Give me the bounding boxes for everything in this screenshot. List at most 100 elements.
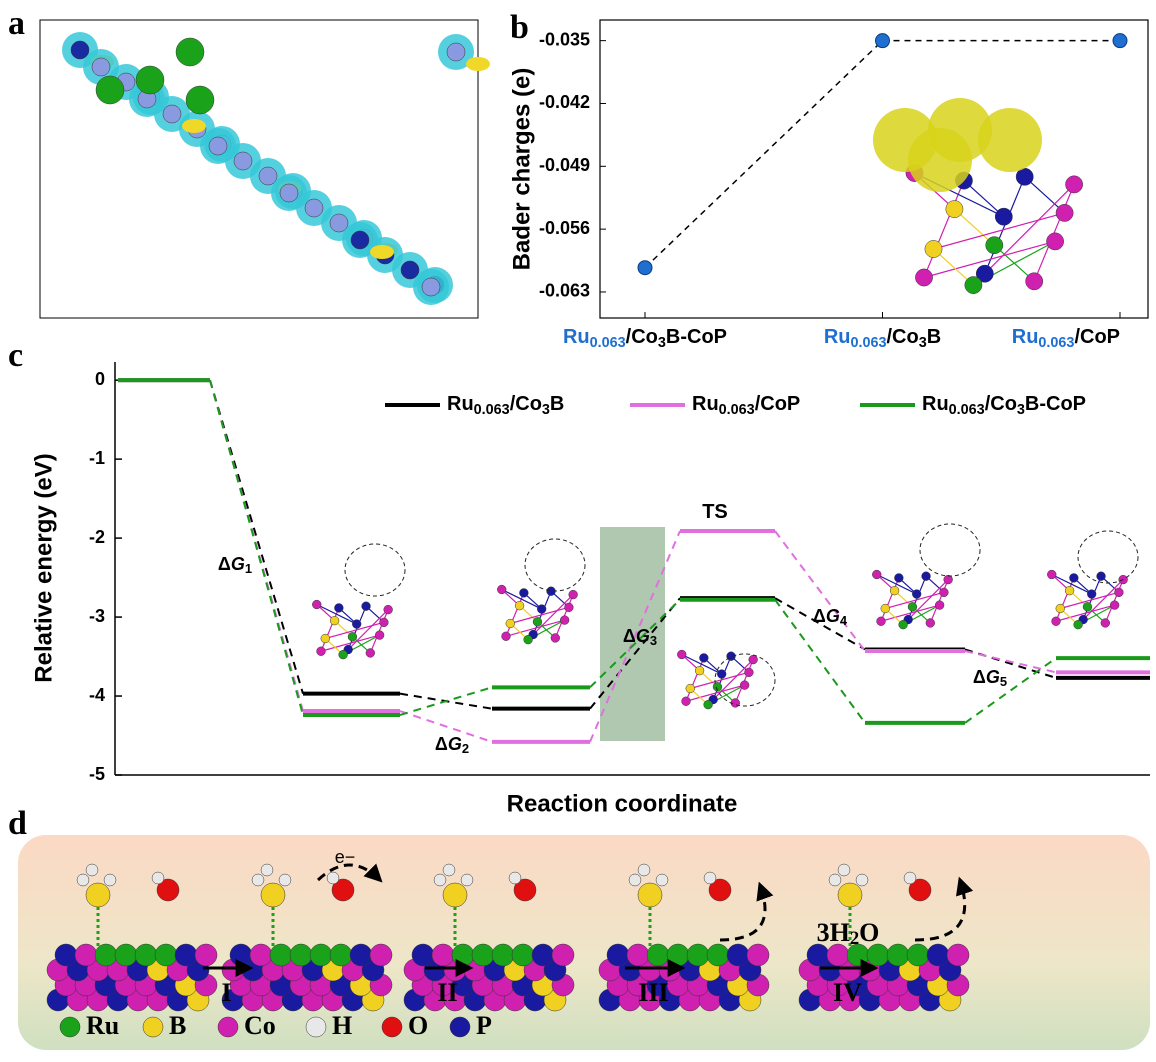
- atom: [904, 872, 916, 884]
- panel-label: d: [8, 805, 27, 842]
- atom: [152, 872, 164, 884]
- atom: [656, 874, 668, 886]
- atom: [1066, 176, 1083, 193]
- atom: [965, 277, 982, 294]
- connector: [400, 687, 492, 715]
- atom: [280, 184, 298, 202]
- atom: [629, 874, 641, 886]
- isosurface: [182, 119, 206, 133]
- atom: [310, 944, 332, 966]
- atom: [927, 944, 949, 966]
- atom: [627, 944, 649, 966]
- atom: [667, 944, 689, 966]
- atom: [104, 874, 116, 886]
- atom: [155, 944, 177, 966]
- inset-structure: [677, 650, 775, 709]
- atom: [1115, 588, 1124, 597]
- highlight-ring: [920, 524, 980, 576]
- panel-label: b: [510, 9, 529, 46]
- atom: [922, 572, 931, 581]
- atom: [986, 237, 1003, 254]
- atom: [912, 590, 921, 599]
- annotation: TS: [702, 501, 728, 523]
- atom: [230, 944, 252, 966]
- atom: [727, 944, 749, 966]
- atom: [321, 634, 330, 643]
- atom: [412, 944, 434, 966]
- atom: [731, 699, 740, 708]
- atom: [95, 944, 117, 966]
- y-tick-label: 0: [95, 369, 105, 389]
- atom: [995, 208, 1012, 225]
- atom: [447, 43, 465, 61]
- panel-b-frame: [600, 20, 1148, 318]
- highlight-ring: [525, 539, 585, 591]
- atom: [940, 588, 949, 597]
- inset-structure: [1047, 531, 1138, 629]
- atom: [947, 944, 969, 966]
- atom: [250, 944, 272, 966]
- atom: [259, 167, 277, 185]
- atom: [707, 944, 729, 966]
- bond: [908, 580, 948, 620]
- atom: [944, 575, 953, 584]
- atom: [384, 605, 393, 614]
- atom: [515, 601, 524, 610]
- legend-label: Ru0.063/Co3B: [447, 393, 564, 418]
- x-axis-title: Reaction coordinate: [507, 790, 738, 817]
- atom: [1056, 604, 1065, 613]
- legend-label: Ru0.063/Co3B-CoP: [922, 393, 1086, 418]
- atom: [401, 261, 419, 279]
- legend-label: Co: [244, 1011, 276, 1040]
- atom: [1110, 601, 1119, 610]
- atom: [747, 944, 769, 966]
- atom: [856, 874, 868, 886]
- atom: [348, 632, 357, 641]
- atom: [717, 670, 726, 679]
- atom: [638, 864, 650, 876]
- atom: [749, 655, 758, 664]
- atom: [305, 199, 323, 217]
- highlight-ring: [1078, 531, 1138, 583]
- legend-label: Ru0.063/CoP: [692, 393, 800, 418]
- atom: [175, 944, 197, 966]
- y-tick-label: -0.049: [539, 155, 590, 175]
- panel-b-inset: [873, 98, 1083, 294]
- panel-label: a: [8, 5, 25, 42]
- atom: [362, 602, 371, 611]
- atom: [450, 1017, 470, 1037]
- atom: [1083, 602, 1092, 611]
- connector: [210, 380, 303, 715]
- atom: [908, 602, 917, 611]
- atom: [86, 883, 110, 907]
- atom: [524, 635, 533, 644]
- bond: [1083, 580, 1123, 620]
- atom: [1047, 570, 1056, 579]
- atom: [60, 1017, 80, 1037]
- atom: [607, 944, 629, 966]
- isosurface: [908, 128, 972, 192]
- atom: [312, 600, 321, 609]
- atom: [872, 570, 881, 579]
- y-tick-label: -0.063: [539, 281, 590, 301]
- panel-label: c: [8, 337, 23, 374]
- atom: [565, 603, 574, 612]
- atom: [375, 631, 384, 640]
- y-tick-label: -0.056: [539, 218, 590, 238]
- atom: [699, 654, 708, 663]
- point: [638, 261, 652, 275]
- atom: [887, 944, 909, 966]
- atom: [71, 41, 89, 59]
- atom: [472, 944, 494, 966]
- atom: [1069, 574, 1078, 583]
- atom: [380, 618, 389, 627]
- y-tick-label: -2: [89, 527, 105, 547]
- atom: [647, 944, 669, 966]
- isosurface: [978, 108, 1042, 172]
- atom: [261, 883, 285, 907]
- atom: [86, 864, 98, 876]
- connector: [775, 531, 865, 651]
- atom: [143, 1017, 163, 1037]
- atom: [317, 647, 326, 656]
- atom: [176, 38, 204, 66]
